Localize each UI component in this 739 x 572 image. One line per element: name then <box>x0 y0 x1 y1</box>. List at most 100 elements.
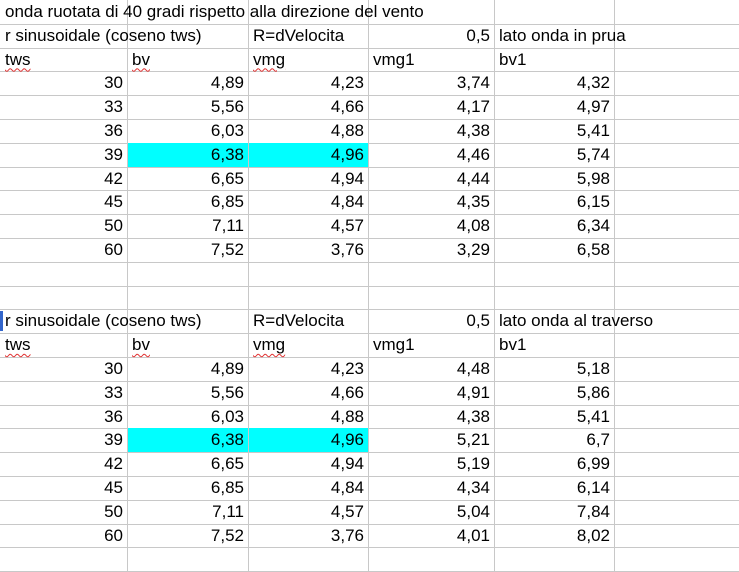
data-cell-bv[interactable]: 6,65 <box>210 168 244 188</box>
data-cell-bv[interactable]: 6,65 <box>210 454 244 474</box>
data-cell-bv1[interactable]: 6,7 <box>586 430 610 450</box>
data-cell-vmg[interactable]: 4,66 <box>330 97 364 117</box>
data-cell-vmg[interactable]: 4,23 <box>330 359 364 378</box>
data-cell-bv1[interactable]: 4,32 <box>576 73 610 93</box>
data-cell-vmg1[interactable]: 5,19 <box>456 454 490 474</box>
data-cell-bv1[interactable]: 6,34 <box>576 216 610 236</box>
data-cell-bv1[interactable]: 7,84 <box>576 501 610 521</box>
side-cell[interactable]: lato onda al traverso <box>499 311 654 331</box>
data-cell-bv1[interactable]: 5,18 <box>576 359 610 378</box>
data-cell-vmg[interactable]: 4,23 <box>330 73 364 93</box>
data-cell-tws[interactable]: 39 <box>104 430 123 450</box>
data-cell-tws[interactable]: 33 <box>104 97 123 117</box>
column-header-vmg1[interactable]: vmg1 <box>373 49 415 69</box>
data-cell-bv[interactable]: 7,11 <box>212 501 244 521</box>
data-cell-bv1[interactable]: 5,74 <box>576 144 610 164</box>
data-cell-bv[interactable]: 4,89 <box>210 73 244 93</box>
coef-cell[interactable]: 0,5 <box>466 311 490 331</box>
data-cell-vmg[interactable]: 3,76 <box>330 240 364 259</box>
data-cell-bv1[interactable]: 4,97 <box>576 97 610 117</box>
side-cell[interactable]: lato onda in prua <box>499 25 626 45</box>
data-cell-bv[interactable]: 6,38 <box>128 428 248 453</box>
data-cell-vmg1[interactable]: 4,44 <box>456 168 490 188</box>
data-cell-vmg1[interactable]: 4,35 <box>456 192 490 212</box>
data-cell-tws[interactable]: 33 <box>104 382 123 402</box>
data-cell-vmg1[interactable]: 4,48 <box>456 359 490 378</box>
data-cell-vmg[interactable]: 4,88 <box>330 121 364 140</box>
data-cell-vmg1[interactable]: 4,91 <box>456 382 490 402</box>
data-cell-vmg[interactable]: 4,96 <box>249 428 368 453</box>
data-cell-vmg[interactable]: 4,57 <box>330 216 364 236</box>
data-cell-bv[interactable]: 6,85 <box>210 478 244 497</box>
data-cell-tws[interactable]: 36 <box>104 406 123 426</box>
data-cell-bv[interactable]: 5,56 <box>210 382 244 402</box>
data-cell-vmg[interactable]: 4,96 <box>249 142 368 167</box>
data-cell-tws[interactable]: 50 <box>104 501 123 521</box>
data-cell-vmg[interactable]: 4,66 <box>330 382 364 402</box>
data-cell-vmg1[interactable]: 4,38 <box>456 121 490 140</box>
data-cell-tws[interactable]: 50 <box>104 216 123 236</box>
data-cell-bv1[interactable]: 5,86 <box>576 382 610 402</box>
column-header-bv1[interactable]: bv1 <box>499 49 527 69</box>
column-header-vmg1[interactable]: vmg1 <box>373 335 415 355</box>
data-cell-vmg1[interactable]: 5,21 <box>456 430 490 450</box>
data-cell-vmg[interactable]: 4,94 <box>330 454 364 474</box>
data-cell-bv1[interactable]: 5,41 <box>576 406 610 426</box>
data-cell-bv1[interactable]: 5,41 <box>576 121 610 140</box>
data-cell-vmg1[interactable]: 4,01 <box>456 525 490 545</box>
column-header-bv[interactable]: bv <box>128 333 248 357</box>
data-cell-bv[interactable]: 7,52 <box>210 240 244 259</box>
data-cell-bv[interactable]: 6,03 <box>210 121 244 140</box>
data-cell-bv1[interactable]: 6,99 <box>576 454 610 474</box>
column-header-vmg[interactable]: vmg <box>249 333 368 357</box>
data-cell-tws[interactable]: 60 <box>104 525 123 545</box>
data-cell-tws[interactable]: 45 <box>104 192 123 212</box>
data-cell-tws[interactable]: 45 <box>104 478 123 497</box>
data-cell-bv[interactable]: 7,11 <box>212 216 244 236</box>
data-cell-vmg[interactable]: 4,88 <box>330 406 364 426</box>
column-header-bv[interactable]: bv <box>128 48 248 72</box>
r-label-cell[interactable]: r sinusoidale (coseno tws) <box>5 311 202 331</box>
data-cell-tws[interactable]: 42 <box>104 454 123 474</box>
data-cell-bv1[interactable]: 8,02 <box>576 525 610 545</box>
title-cell[interactable]: onda ruotata di 40 gradi rispetto alla d… <box>5 2 424 21</box>
data-cell-vmg1[interactable]: 5,04 <box>456 501 490 521</box>
formula-cell[interactable]: R=dVelocita <box>253 311 345 331</box>
data-cell-vmg1[interactable]: 4,38 <box>456 406 490 426</box>
data-cell-vmg[interactable]: 3,76 <box>330 525 364 545</box>
data-cell-vmg1[interactable]: 4,08 <box>456 216 490 236</box>
data-cell-vmg1[interactable]: 3,74 <box>456 73 490 93</box>
data-cell-bv[interactable]: 6,38 <box>128 142 248 167</box>
r-label-cell[interactable]: r sinusoidale (coseno tws) <box>5 25 202 45</box>
data-cell-tws[interactable]: 30 <box>104 73 123 93</box>
column-header-tws[interactable]: tws <box>1 48 127 72</box>
data-cell-vmg[interactable]: 4,84 <box>330 192 364 212</box>
formula-cell[interactable]: R=dVelocita <box>253 25 345 45</box>
data-cell-tws[interactable]: 36 <box>104 121 123 140</box>
column-header-tws[interactable]: tws <box>1 333 127 357</box>
data-cell-vmg1[interactable]: 4,17 <box>456 97 490 117</box>
data-cell-bv[interactable]: 7,52 <box>210 525 244 545</box>
column-header-bv1[interactable]: bv1 <box>499 335 527 355</box>
data-cell-tws[interactable]: 60 <box>104 240 123 259</box>
column-header-vmg[interactable]: vmg <box>249 48 368 72</box>
data-cell-bv[interactable]: 6,03 <box>210 406 244 426</box>
data-cell-bv1[interactable]: 6,58 <box>576 240 610 259</box>
data-cell-tws[interactable]: 30 <box>104 359 123 378</box>
data-cell-vmg[interactable]: 4,57 <box>330 501 364 521</box>
data-cell-vmg1[interactable]: 4,46 <box>456 144 490 164</box>
data-cell-tws[interactable]: 42 <box>104 168 123 188</box>
data-cell-vmg1[interactable]: 4,34 <box>456 478 490 497</box>
data-cell-vmg1[interactable]: 3,29 <box>456 240 490 259</box>
data-cell-bv[interactable]: 5,56 <box>210 97 244 117</box>
data-cell-bv1[interactable]: 5,98 <box>576 168 610 188</box>
data-cell-bv1[interactable]: 6,14 <box>576 478 610 497</box>
data-cell-bv[interactable]: 6,85 <box>210 192 244 212</box>
data-cell-bv[interactable]: 4,89 <box>210 359 244 378</box>
data-cell-vmg[interactable]: 4,84 <box>330 478 364 497</box>
data-cell-bv1[interactable]: 6,15 <box>576 192 610 212</box>
data-cell-tws[interactable]: 39 <box>104 144 123 164</box>
coef-cell[interactable]: 0,5 <box>466 25 490 45</box>
data-cell-vmg[interactable]: 4,94 <box>330 168 364 188</box>
